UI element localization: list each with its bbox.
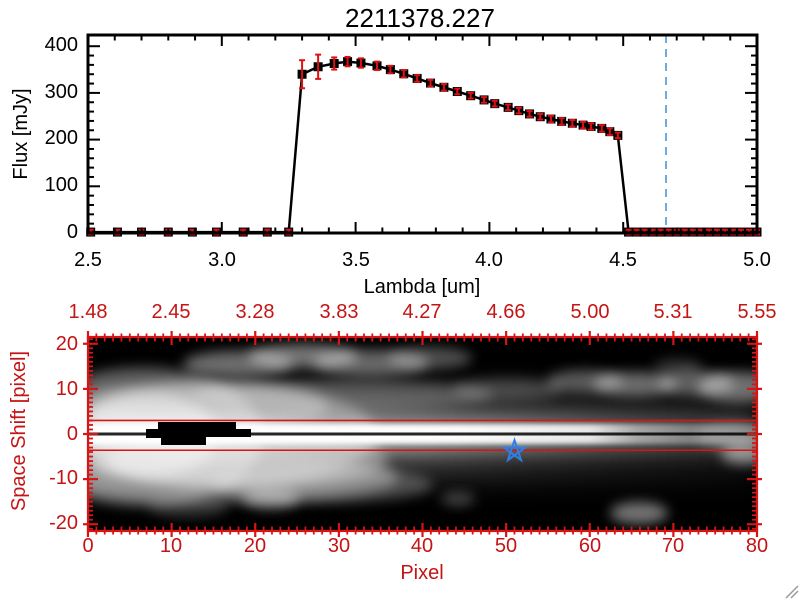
wavelength-axis-label-4: 4.27 xyxy=(402,301,442,323)
bottom-chart-x-tick-label-0: 0 xyxy=(82,535,94,557)
top-chart-x-tick-label-3.0: 3.0 xyxy=(208,249,236,271)
bottom-chart-x-tick-label-50: 50 xyxy=(494,535,518,557)
bottom-chart-y-tick-label--20: -20 xyxy=(49,512,78,534)
bottom-chart-y-tick-label-0: 0 xyxy=(66,423,78,445)
top-chart-x-tick-label-2.5: 2.5 xyxy=(74,249,102,271)
bottom-chart-y-tick-label--10: -10 xyxy=(49,467,78,489)
top-chart-x-tick-label-3.5: 3.5 xyxy=(342,249,370,271)
bottom-chart-x-axis-label: Pixel xyxy=(400,562,444,584)
bottom-chart-x-tick-label-80: 80 xyxy=(745,535,769,557)
resize-grip-icon[interactable] xyxy=(785,585,799,599)
top-chart-y-tick-label-400: 400 xyxy=(44,34,78,56)
wavelength-axis-label-1: 2.45 xyxy=(151,301,191,323)
top-chart-frame-ticks xyxy=(86,33,759,235)
wavelength-axis-label-2: 3.28 xyxy=(235,301,275,323)
bottom-chart-x-tick-label-10: 10 xyxy=(159,535,183,557)
spectrum-line xyxy=(90,60,757,234)
wavelength-axis-label-3: 3.83 xyxy=(319,301,359,323)
star-marker xyxy=(500,436,528,463)
spectrum-points xyxy=(86,57,762,237)
top-chart-x-tick-label-4.0: 4.0 xyxy=(475,249,503,271)
bottom-chart-y-tick-label-10: 10 xyxy=(55,378,78,400)
top-chart-y-tick-label-200: 200 xyxy=(44,127,78,149)
bottom-chart-x-tick-label-20: 20 xyxy=(243,535,267,557)
wavelength-axis-label-5: 4.66 xyxy=(486,301,526,323)
top-chart-y-tick-label-100: 100 xyxy=(44,174,78,196)
top-chart-title: 2211378.227 xyxy=(345,3,495,33)
bottom-chart-x-tick-label-30: 30 xyxy=(327,535,351,557)
top-chart-x-axis-label: Lambda [um] xyxy=(363,276,481,298)
center-row-line xyxy=(88,432,757,436)
wavelength-axis-label-7: 5.31 xyxy=(653,301,693,323)
bottom-chart-x-tick-label-70: 70 xyxy=(661,535,685,557)
heatmap-frame-ticks xyxy=(83,331,762,537)
bottom-chart-x-tick-label-40: 40 xyxy=(410,535,434,557)
wavelength-axis-label-8: 5.55 xyxy=(737,301,777,323)
wavelength-axis-label-0: 1.48 xyxy=(68,301,108,323)
top-chart-x-tick-label-4.5: 4.5 xyxy=(609,249,637,271)
top-chart-y-tick-label-300: 300 xyxy=(44,81,78,103)
bottom-chart-y-tick-label-20: 20 xyxy=(55,333,78,355)
bottom-chart-x-tick-label-60: 60 xyxy=(578,535,602,557)
heatmap-image xyxy=(88,337,757,531)
wavelength-axis-label-6: 5.00 xyxy=(570,301,610,323)
top-chart-y-tick-label-0: 0 xyxy=(66,221,78,243)
top-chart-x-tick-label-5.0: 5.0 xyxy=(743,249,771,271)
